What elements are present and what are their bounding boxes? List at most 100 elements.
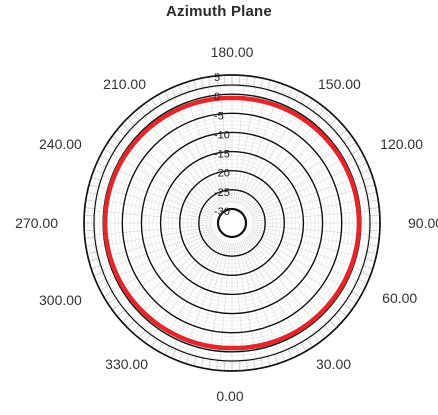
minor-grid-circle [114, 105, 350, 341]
outer-tick [132, 325, 140, 334]
outer-tick [360, 169, 371, 174]
radial-tick-label: -30 [214, 206, 230, 218]
minor-grid-circle [175, 166, 289, 280]
outer-tick [121, 315, 130, 323]
outer-tick [351, 148, 361, 155]
outer-tick [357, 162, 368, 168]
outer-tick [157, 342, 164, 352]
minor-grid-circle [148, 139, 316, 307]
outer-tick [324, 112, 332, 121]
minor-grid-circle [87, 78, 377, 368]
pattern-trace-red [102, 95, 362, 351]
angle-tick-label: 240.00 [39, 136, 82, 152]
outer-tick [103, 148, 113, 155]
minor-grid-circle [202, 193, 262, 253]
minor-grid-circle [125, 116, 339, 330]
minor-grid-circle [110, 101, 354, 345]
outer-tick [112, 135, 121, 143]
outer-tick [91, 265, 101, 270]
outer-tick [351, 291, 361, 298]
outer-tick [338, 309, 348, 317]
outer-tick [116, 129, 126, 137]
outer-tick [246, 75, 248, 86]
outer-tick [238, 75, 241, 86]
outer-tick [354, 285, 365, 291]
minor-grid-circle [137, 128, 327, 318]
outer-tick [347, 297, 357, 304]
outer-tick [216, 360, 218, 371]
outer-tick [260, 78, 264, 89]
minor-grid-circle [206, 197, 258, 249]
outer-tick [103, 291, 113, 298]
outer-tick [246, 360, 248, 371]
outer-tick [193, 356, 197, 367]
outer-tick [360, 272, 371, 277]
angle-tick-label: 270.00 [15, 215, 58, 231]
outer-tick [171, 87, 177, 98]
outer-tick [144, 334, 152, 343]
minor-grid-circle [213, 204, 251, 242]
outer-tick [343, 303, 352, 311]
angle-tick-label: 300.00 [39, 292, 82, 308]
outer-tick [357, 278, 368, 284]
angle-tick-label: 210.00 [103, 76, 146, 92]
outer-tick [312, 103, 320, 112]
outer-tick [369, 207, 380, 209]
minor-grid-circle [152, 143, 312, 303]
minor-grid-circle [156, 147, 308, 299]
outer-tick [318, 329, 326, 339]
outer-tick [127, 118, 135, 126]
outer-tick [329, 118, 337, 126]
outer-tick [138, 329, 146, 339]
outer-tick [329, 320, 337, 328]
outer-tick [365, 258, 376, 262]
outer-tick [363, 176, 373, 181]
outer-tick [216, 75, 218, 86]
outer-tick [260, 357, 264, 368]
major-grid-circle [140, 131, 324, 315]
outer-tick [368, 244, 379, 247]
outer-tick [208, 359, 211, 370]
outer-tick [300, 94, 307, 104]
outer-tick [274, 354, 279, 364]
major-grid-circle [159, 150, 305, 296]
outer-tick [343, 135, 352, 143]
outer-tick [87, 251, 98, 255]
outer-tick [144, 103, 152, 112]
outer-tick [306, 98, 313, 108]
minor-grid-circle [95, 86, 369, 360]
outer-tick [93, 272, 104, 277]
outer-tick [84, 229, 95, 232]
outer-tick [208, 76, 211, 87]
outer-tick [369, 229, 380, 232]
outer-tick [107, 297, 117, 304]
outer-tick [121, 123, 130, 131]
outer-tick [267, 79, 271, 90]
outer-tick [366, 251, 377, 255]
radial-tick-label: 0 [214, 91, 220, 103]
outer-tick [85, 199, 96, 202]
outer-tick [88, 184, 99, 188]
outer-tick [107, 142, 117, 149]
radial-tick-label: -15 [214, 149, 230, 161]
minor-grid-circle [210, 201, 254, 245]
outer-tick [138, 107, 146, 117]
outer-tick [267, 356, 271, 367]
outer-tick [84, 207, 95, 209]
outer-tick [96, 162, 107, 168]
outer-tick [312, 334, 320, 343]
outer-tick [294, 345, 300, 356]
outer-tick [193, 79, 197, 90]
radial-tick-label: -5 [214, 110, 224, 122]
outer-tick [306, 338, 313, 348]
minor-grid-circle [145, 136, 319, 310]
major-grid-circle [121, 112, 343, 334]
outer-tick [200, 78, 204, 89]
outer-tick [369, 237, 380, 239]
outer-tick [281, 84, 286, 95]
minor-grid-circle [118, 109, 346, 337]
outer-tick [132, 112, 140, 121]
outer-tick [223, 75, 226, 86]
outer-tick [287, 87, 293, 98]
